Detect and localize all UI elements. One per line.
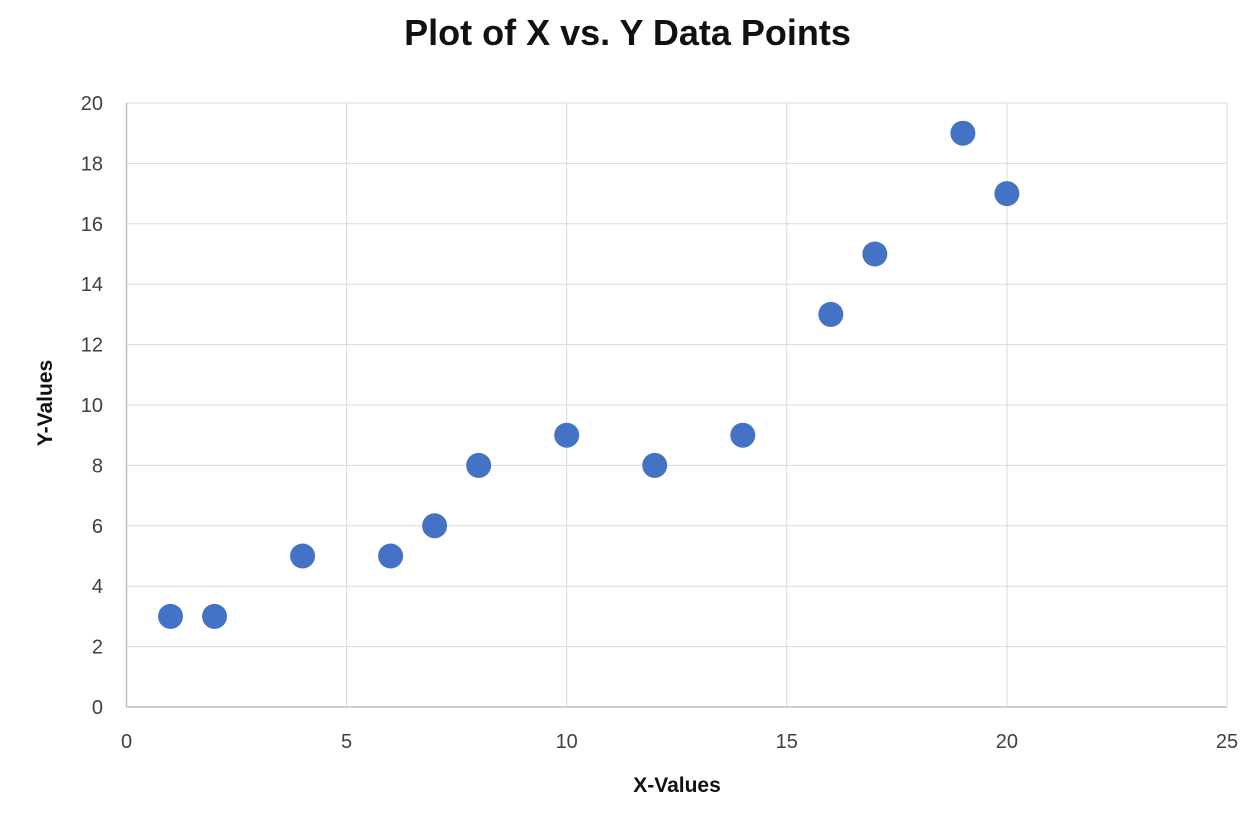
y-tick-label: 10 [81, 395, 103, 417]
data-point [378, 543, 404, 569]
y-tick-label: 6 [92, 516, 103, 538]
y-axis-title: Y-Values [34, 359, 57, 447]
data-point [554, 422, 580, 448]
x-axis-title: X-Values [633, 774, 721, 797]
data-point [290, 543, 316, 569]
data-point [994, 181, 1020, 207]
y-tick-label: 20 [81, 93, 103, 115]
x-tick-label: 20 [996, 731, 1018, 753]
y-tick-label: 14 [81, 274, 103, 296]
data-point [202, 603, 228, 629]
y-tick-label: 0 [92, 697, 103, 719]
data-point [818, 301, 844, 327]
data-point [466, 452, 492, 478]
y-tick-label: 12 [81, 335, 103, 357]
y-tick-label: 4 [92, 576, 103, 598]
data-point [950, 120, 976, 146]
data-point [158, 603, 184, 629]
x-tick-label: 15 [776, 731, 798, 753]
data-point [730, 422, 756, 448]
y-tick-label: 16 [81, 214, 103, 236]
x-tick-label: 0 [121, 731, 132, 753]
x-tick-label: 5 [341, 731, 352, 753]
data-point [422, 513, 448, 539]
x-tick-label: 25 [1216, 731, 1238, 753]
data-point [642, 452, 668, 478]
chart-title: Plot of X vs. Y Data Points [404, 12, 851, 53]
y-tick-label: 2 [92, 637, 103, 659]
y-tick-label: 8 [92, 455, 103, 477]
x-tick-label: 10 [556, 731, 578, 753]
y-tick-label: 18 [81, 153, 103, 175]
data-point [862, 241, 888, 267]
